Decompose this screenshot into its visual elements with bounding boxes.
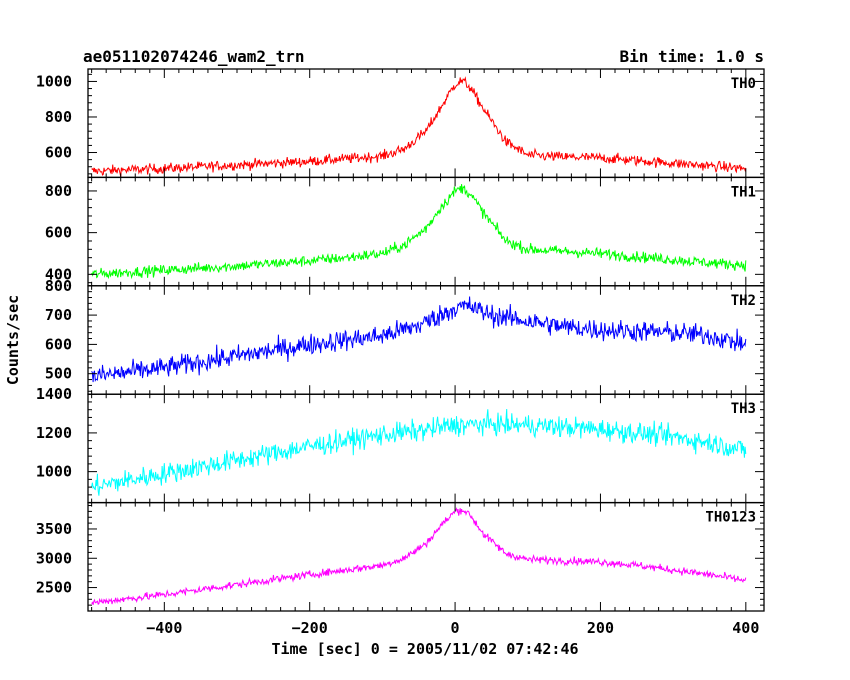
- y-tick-label: 800: [45, 108, 72, 126]
- y-tick-label: 600: [45, 224, 72, 242]
- y-tick-label: 2500: [36, 579, 72, 597]
- y-tick-label: 600: [45, 144, 72, 162]
- panel-label-th2: TH2: [731, 293, 756, 309]
- series-line-th1: [91, 184, 747, 280]
- y-tick-label: 800: [45, 182, 72, 200]
- panel-th3: 1000 1200 1400 TH3: [36, 385, 765, 504]
- x-tick-label: 0: [451, 619, 460, 637]
- y-tick-label: 1400: [36, 385, 72, 403]
- x-axis-label: Time [sec] 0 = 2005/11/02 07:42:46: [271, 640, 578, 658]
- x-tick-label: 400: [732, 619, 759, 637]
- y-tick-label: 1000: [36, 72, 72, 90]
- y-tick-label: 3000: [36, 549, 72, 567]
- series-line-th0: [91, 76, 747, 177]
- panel-label-th0123: TH0123: [705, 510, 756, 526]
- y-axis-label: Counts/sec: [4, 295, 22, 385]
- panel-frame: [87, 501, 765, 612]
- x-tick-labels: −400 −200 0 200 400: [146, 619, 759, 637]
- panel-th0123: 2500 3000 3500 TH0123: [36, 501, 765, 612]
- y-tick-label: 3500: [36, 520, 72, 538]
- chart-title: ae051102074246_wam2_trn: [83, 47, 305, 66]
- x-tick-label: −200: [292, 619, 328, 637]
- y-tick-label: 1000: [36, 463, 72, 481]
- series-line-th3: [91, 408, 747, 496]
- panel-th2: 500 600 700 800 TH2: [45, 277, 765, 395]
- panel-frame: [87, 285, 765, 395]
- y-tick-label: 500: [45, 365, 72, 383]
- panel-label-th1: TH1: [731, 184, 756, 200]
- y-tick-label: 700: [45, 306, 72, 324]
- panel-th0: 600 800 1000 TH0: [36, 68, 765, 179]
- x-tick-label: 200: [587, 619, 614, 637]
- y-tick-label: 600: [45, 335, 72, 353]
- chart-subtitle: Bin time: 1.0 s: [620, 47, 765, 66]
- y-tick-label: 800: [45, 277, 72, 295]
- panel-label-th3: TH3: [731, 401, 756, 417]
- y-tick-label: 400: [45, 265, 72, 283]
- panel-label-th0: TH0: [731, 76, 756, 92]
- panel-frame: [87, 393, 765, 504]
- panels-group: 600 800 1000 TH0 400 600 800 TH1 500 600 700 800 TH2…: [36, 68, 765, 612]
- panel-th1: 400 600 800 TH1: [45, 176, 765, 287]
- series-line-th0123: [91, 507, 747, 606]
- y-tick-label: 1200: [36, 424, 72, 442]
- x-tick-label: −400: [146, 619, 182, 637]
- series-line-th2: [91, 296, 747, 383]
